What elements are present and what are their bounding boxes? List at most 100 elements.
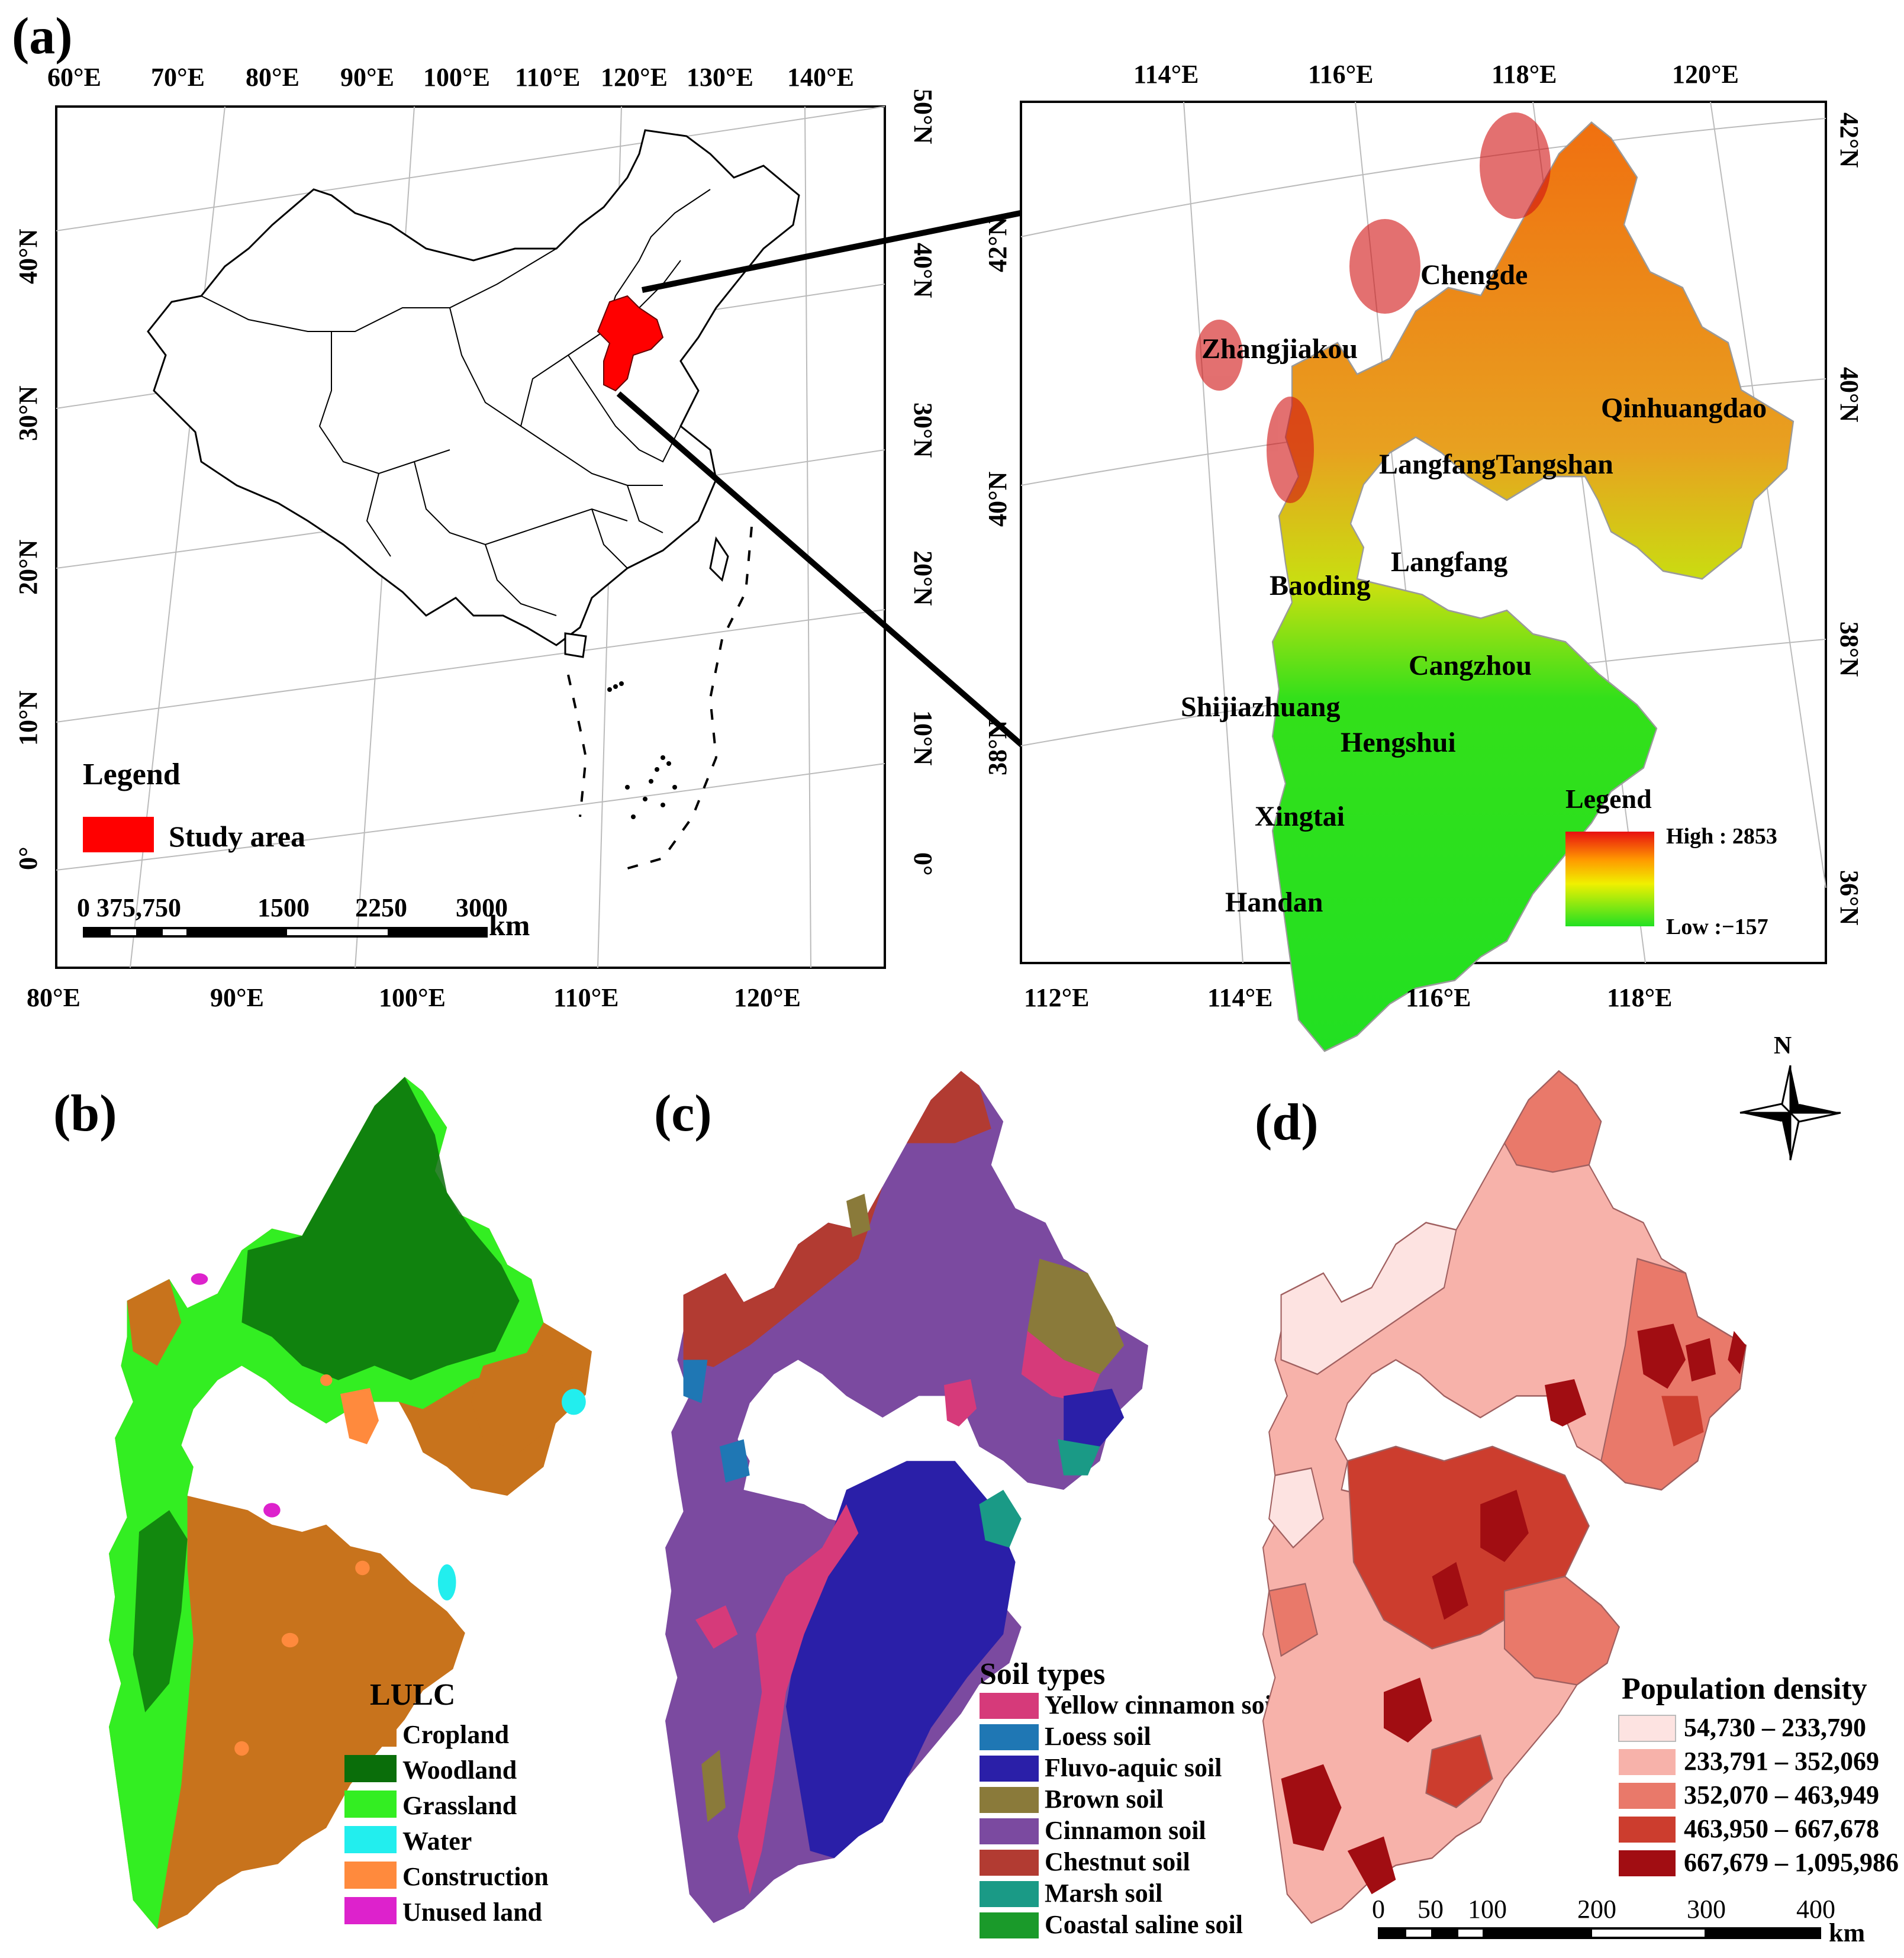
dem-top-tick-3: 120°E	[1672, 60, 1739, 89]
dem-bottom-tick-1: 114°E	[1207, 983, 1273, 1012]
soil-langfang-patch	[944, 1379, 977, 1426]
pop-scale-4: 300	[1687, 1895, 1726, 1924]
dem-map-panel: Chengde Zhangjiakou Qinhuangdao Langfang…	[1020, 101, 1827, 1052]
pop-scale-bar: 0 50 100 200 300 400 km	[1372, 1895, 1865, 1947]
study-area-swatch	[83, 817, 154, 852]
china-right-tick-1: 40°N	[908, 243, 937, 298]
dem-bottom-tick-2: 116°E	[1406, 983, 1471, 1012]
pop-swatch-1	[1619, 1749, 1676, 1775]
north-label: N	[1774, 1032, 1792, 1059]
panel-label-d: (d)	[1255, 1094, 1319, 1151]
soil-swatch-6	[980, 1881, 1039, 1907]
china-bottom-tick-2: 100°E	[379, 983, 446, 1012]
dem-top-tick-2: 118°E	[1491, 60, 1557, 89]
dem-right-tick-1: 40°N	[1835, 367, 1864, 423]
china-top-tick-4: 100°E	[423, 63, 490, 92]
panel-label-b: (b)	[53, 1085, 117, 1142]
soil-label-7: Coastal saline soil	[1045, 1910, 1243, 1939]
china-left-tick-3: 10°N	[14, 690, 43, 746]
dem-gradient-bar	[1565, 832, 1654, 926]
soil-swatch-4	[980, 1818, 1039, 1844]
lulc-label-woodland: Woodland	[402, 1756, 517, 1785]
soil-swatch-7	[980, 1912, 1039, 1938]
soil-label-5: Chestnut soil	[1045, 1847, 1190, 1876]
city-chengde: Chengde	[1420, 259, 1528, 291]
city-baoding: Baoding	[1270, 570, 1371, 601]
pop-langfang-patch	[1545, 1379, 1586, 1426]
pop-scale-3: 200	[1577, 1895, 1616, 1924]
dem-high-elevation	[1196, 112, 1551, 503]
china-top-tick-0: 60°E	[47, 63, 101, 92]
soil-swatch-5	[980, 1850, 1039, 1876]
china-legend-title: Legend	[83, 758, 181, 791]
pop-legend-title: Population density	[1622, 1672, 1867, 1706]
city-handan: Handan	[1225, 887, 1323, 918]
china-top-tick-7: 130°E	[687, 63, 753, 92]
soil-swatch-1	[980, 1724, 1039, 1750]
china-scale-bar: 0 375,750 1500 2250 3000 km	[77, 893, 530, 942]
city-qinhuangdao: Qinhuangdao	[1601, 392, 1767, 424]
dem-top-tick-1: 116°E	[1308, 60, 1374, 89]
china-bottom-tick-3: 110°E	[553, 983, 619, 1012]
lulc-langfang-patch	[340, 1388, 379, 1444]
lulc-swatch-water	[344, 1826, 397, 1853]
city-cangzhou: Cangzhou	[1409, 650, 1532, 681]
lulc-legend: Cropland Woodland Grassland Water Constr…	[344, 1719, 549, 1927]
lulc-swatch-cropland	[344, 1719, 397, 1747]
china-top-tick-8: 140°E	[787, 63, 854, 92]
soil-map	[665, 1071, 1148, 1923]
china-right-tick-5: 0°	[908, 852, 937, 876]
lulc-panel: (b) LULC Cropland Woodland Gr	[53, 1077, 592, 1929]
china-top-tick-5: 110°E	[515, 63, 581, 92]
soil-legend: Yellow cinnamon soil Loess soil Fluvo-aq…	[980, 1690, 1279, 1939]
china-top-tick-3: 90°E	[340, 63, 394, 92]
pop-scale-5: 400	[1796, 1895, 1835, 1924]
lulc-swatch-woodland	[344, 1755, 397, 1782]
dem-left-tick-0: 42°N	[983, 217, 1012, 272]
soil-label-0: Yellow cinnamon soil	[1045, 1690, 1279, 1719]
dem-left-tick-2: 38°N	[983, 720, 1012, 775]
china-outline	[147, 129, 800, 646]
soil-swatch-3	[980, 1787, 1039, 1813]
study-area-label: Study area	[169, 820, 305, 853]
pop-scale-0: 0	[1372, 1895, 1385, 1924]
china-bottom-tick-0: 80°E	[27, 983, 80, 1012]
pop-legend: 54,730 – 233,790 233,791 – 352,069 352,0…	[1618, 1713, 1899, 1877]
dem-bottom-tick-3: 118°E	[1607, 983, 1673, 1012]
dem-legend-title: Legend	[1565, 784, 1652, 814]
pop-label-1: 233,791 – 352,069	[1684, 1747, 1879, 1776]
lulc-map	[109, 1077, 592, 1929]
dem-right-tick-0: 42°N	[1835, 112, 1864, 168]
soil-legend-title: Soil types	[980, 1657, 1105, 1691]
china-right-tick-3: 20°N	[908, 550, 937, 606]
city-zhangjiakou: Zhangjiakou	[1201, 333, 1358, 365]
china-scale-label-3: 3000	[456, 893, 508, 922]
soil-swatch-0	[980, 1693, 1039, 1719]
china-scale-label-2: 2250	[355, 893, 407, 922]
pop-label-2: 352,070 – 463,949	[1684, 1780, 1879, 1809]
china-left-tick-0: 40°N	[14, 228, 43, 284]
china-top-tick-2: 80°E	[246, 63, 299, 92]
city-xingtai: Xingtai	[1255, 801, 1345, 832]
pop-swatch-0	[1618, 1715, 1676, 1742]
hainan-island	[564, 632, 587, 658]
china-left-tick-2: 20°N	[14, 539, 43, 595]
soil-label-3: Brown soil	[1045, 1785, 1164, 1814]
panel-label-a: (a)	[12, 8, 73, 65]
pop-scale-1: 50	[1417, 1895, 1444, 1924]
taiwan-island	[709, 536, 729, 582]
soil-label-1: Loess soil	[1045, 1722, 1151, 1751]
population-panel: (d) N	[1255, 1032, 1899, 1947]
lulc-legend-title: LULC	[370, 1678, 455, 1712]
pop-label-4: 667,679 – 1,095,986	[1684, 1848, 1899, 1877]
china-right-tick-2: 30°N	[908, 402, 937, 458]
dem-top-tick-0: 114°E	[1133, 60, 1199, 89]
china-ticks: 60°E 70°E 80°E 90°E 100°E 110°E 120°E 13…	[14, 63, 937, 1012]
south-sea-islands	[607, 681, 677, 819]
lulc-label-construction: Construction	[402, 1862, 549, 1891]
pop-swatch-3	[1619, 1817, 1676, 1843]
south-china-sea-dashes	[567, 526, 753, 871]
soil-label-4: Cinnamon soil	[1045, 1816, 1206, 1845]
city-langfang: Langfang	[1391, 546, 1507, 578]
